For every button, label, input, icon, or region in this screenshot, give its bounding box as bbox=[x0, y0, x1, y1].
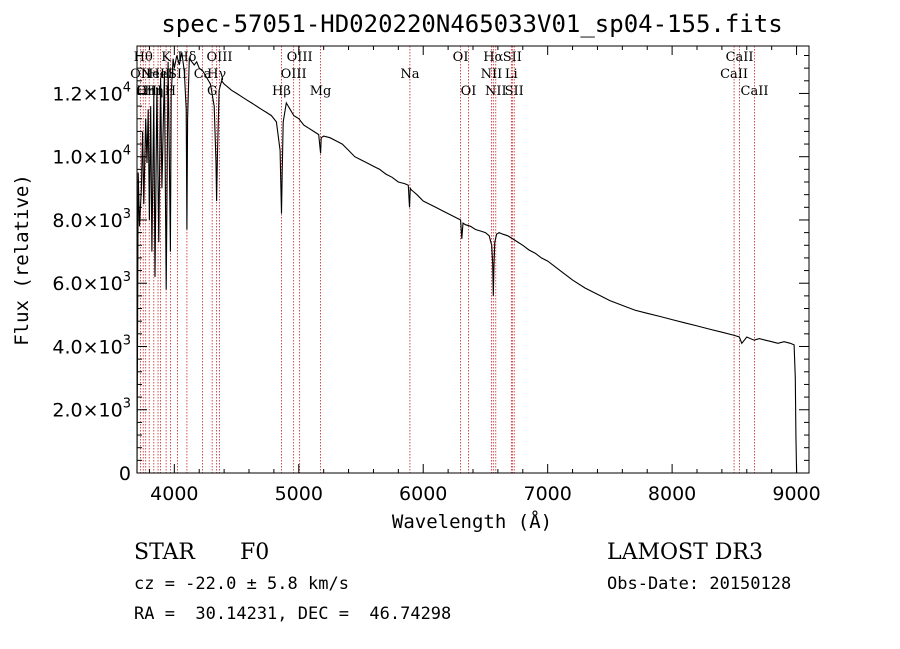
spectral-line-label: OIII bbox=[136, 84, 162, 99]
y-tick-label: 0 bbox=[119, 463, 131, 485]
y-tick-label: 4.0×103 bbox=[52, 333, 131, 358]
spectral-line-label: Hγ bbox=[207, 67, 226, 82]
spectral-line-label: Hβ bbox=[272, 84, 291, 99]
redshift-value: cz = -22.0 ± 5.8 km/s bbox=[134, 574, 349, 594]
spectral-line-label: NII bbox=[485, 84, 507, 99]
y-tick-exponent: 3 bbox=[123, 333, 131, 348]
spectral-line-label: CaII bbox=[726, 50, 754, 65]
sky-coordinates: RA = 30.14231, DEC = 46.74298 bbox=[134, 604, 451, 624]
y-tick-exponent: 3 bbox=[123, 270, 131, 285]
spectral-line-label: OIII bbox=[287, 50, 313, 65]
spectral-line-labels: OIIHθHηOIIIHηNeIIIHeIKHSIIHδCaGHγOIIIHβO… bbox=[130, 50, 768, 99]
y-tick-mantissa: 4.0×10 bbox=[52, 336, 122, 358]
spectral-line-label: OIII bbox=[281, 67, 307, 82]
y-tick-exponent: 3 bbox=[123, 207, 131, 222]
spectral-line-label: OI bbox=[461, 84, 477, 99]
y-tick-label: 8.0×103 bbox=[52, 207, 131, 232]
y-axis-label: Flux (relative) bbox=[11, 174, 33, 346]
y-tick-exponent: 4 bbox=[123, 80, 131, 95]
y-tick-mantissa: 1.2×10 bbox=[52, 83, 122, 105]
spectral-line-label: NeIII bbox=[141, 67, 175, 82]
plot-frame bbox=[136, 45, 810, 474]
spectral-line-label: SII bbox=[503, 50, 522, 65]
spectral-line-markers bbox=[140, 46, 755, 473]
y-tick-label: 2.0×103 bbox=[52, 397, 131, 422]
survey-name: LAMOST DR3 bbox=[607, 540, 763, 565]
spectral-line-label: OIII bbox=[206, 50, 232, 65]
x-axis-ticks: 4000 5000 6000 7000 8000 9000 bbox=[148, 46, 821, 505]
y-tick-mantissa: 0 bbox=[119, 463, 131, 485]
x-tick-label: 5000 bbox=[275, 483, 323, 505]
y-tick-label: 6.0×103 bbox=[52, 270, 131, 295]
spectral-line-label: SII bbox=[505, 84, 524, 99]
spectral-line-label: Hη bbox=[144, 84, 163, 99]
chart-title: spec-57051-HD020220N465033V01_sp04-155.f… bbox=[161, 10, 782, 38]
observation-date: Obs-Date: 20150128 bbox=[607, 574, 791, 594]
x-tick-label: 9000 bbox=[772, 483, 820, 505]
spectral-line-label: Hη bbox=[136, 84, 155, 99]
x-tick-label: 6000 bbox=[399, 483, 447, 505]
x-tick-label: 8000 bbox=[648, 483, 696, 505]
spectral-line-label: OI bbox=[453, 50, 469, 65]
x-axis-label: Wavelength (Å) bbox=[392, 510, 552, 533]
x-tick-label: 7000 bbox=[523, 483, 571, 505]
spectral-line-label: CaII bbox=[741, 84, 769, 99]
spectral-line-label: Li bbox=[505, 67, 518, 82]
spectral-line-label: HeI bbox=[148, 67, 172, 82]
y-axis-ticks: 02.0×1034.0×1036.0×1038.0×1031.0×1041.2×… bbox=[52, 54, 809, 485]
spectral-line-label: Na bbox=[400, 67, 419, 82]
spectral-line-label: Mg bbox=[310, 84, 332, 99]
spectral-line-label: H bbox=[165, 84, 176, 99]
y-tick-label: 1.2×104 bbox=[52, 80, 131, 105]
y-tick-mantissa: 6.0×10 bbox=[52, 273, 122, 295]
y-tick-mantissa: 1.0×10 bbox=[52, 147, 122, 169]
y-tick-exponent: 4 bbox=[123, 144, 131, 159]
spectral-line-label: Hθ bbox=[134, 50, 153, 65]
y-tick-mantissa: 2.0×10 bbox=[52, 400, 122, 422]
spectral-line-label: CaII bbox=[720, 67, 748, 82]
spectral-line-label: OII bbox=[130, 67, 151, 82]
object-class: STAR bbox=[134, 540, 196, 565]
spectral-line-label: K bbox=[161, 50, 171, 65]
spectral-subclass: F0 bbox=[240, 540, 269, 565]
spectrum-series-line bbox=[136, 52, 798, 474]
x-tick-label: 4000 bbox=[150, 483, 198, 505]
y-tick-label: 1.0×104 bbox=[52, 144, 131, 169]
spectral-line-label: NII bbox=[481, 67, 503, 82]
y-tick-exponent: 3 bbox=[123, 397, 131, 412]
spectral-line-label: Hα bbox=[483, 50, 503, 65]
y-tick-mantissa: 8.0×10 bbox=[52, 210, 122, 232]
